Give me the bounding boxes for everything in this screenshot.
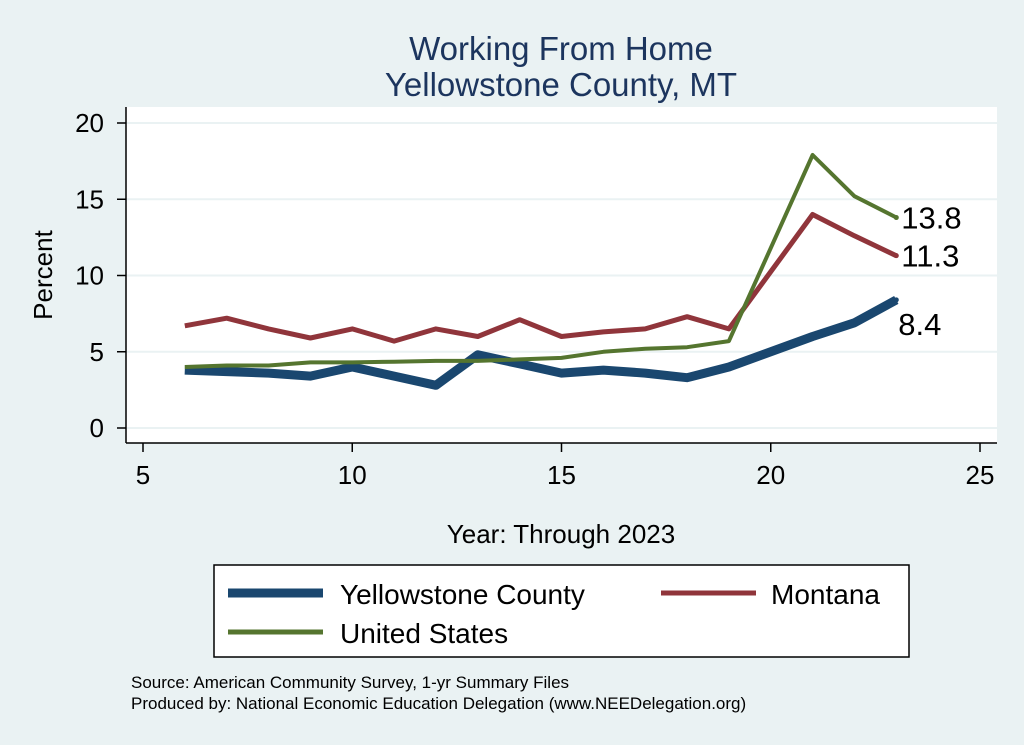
y-tick-label: 5 (90, 337, 104, 367)
chart-title-line1: Working From Home (409, 30, 713, 67)
y-axis-label: Percent (28, 229, 58, 319)
series-end-marker (893, 297, 899, 303)
end-label-yellowstone-county: 8.4 (898, 307, 941, 342)
producer-note: Produced by: National Economic Education… (131, 694, 746, 713)
end-labels: 8.4 11.313.8 (898, 201, 961, 342)
legend-box (213, 564, 910, 658)
x-tick-label: 10 (338, 460, 367, 490)
chart-title-line2: Yellowstone County, MT (385, 66, 737, 103)
x-tick-label: 20 (756, 460, 785, 490)
legend-label-yellowstone: Yellowstone County (340, 579, 585, 610)
x-tick-label: 25 (966, 460, 995, 490)
x-axis-label: Year: Through 2023 (447, 519, 675, 549)
end-label-montana: 11.3 (901, 239, 959, 274)
axes: 0 5 10 15 20 5 10 15 20 25 (75, 107, 997, 490)
y-tick-label: 10 (75, 261, 104, 291)
series-line-united-states (184, 153, 898, 369)
series-lines (184, 153, 899, 390)
x-tick-label: 5 (136, 460, 150, 490)
series-end-marker (893, 253, 899, 259)
y-tick-label: 20 (75, 108, 104, 138)
y-tick-label: 15 (75, 184, 104, 214)
y-tick-label: 0 (90, 413, 104, 443)
legend-label-montana: Montana (771, 579, 880, 610)
grid-lines (126, 122, 997, 429)
series-end-marker (893, 215, 899, 221)
series-line-montana (184, 212, 898, 344)
legend: Yellowstone County Montana United States (213, 564, 910, 658)
source-note: Source: American Community Survey, 1-yr … (131, 673, 569, 692)
x-tick-label: 15 (547, 460, 576, 490)
end-label-united-states: 13.8 (901, 201, 961, 236)
series-line-yellowstone-county (184, 295, 899, 390)
legend-label-united-states: United States (340, 618, 508, 649)
